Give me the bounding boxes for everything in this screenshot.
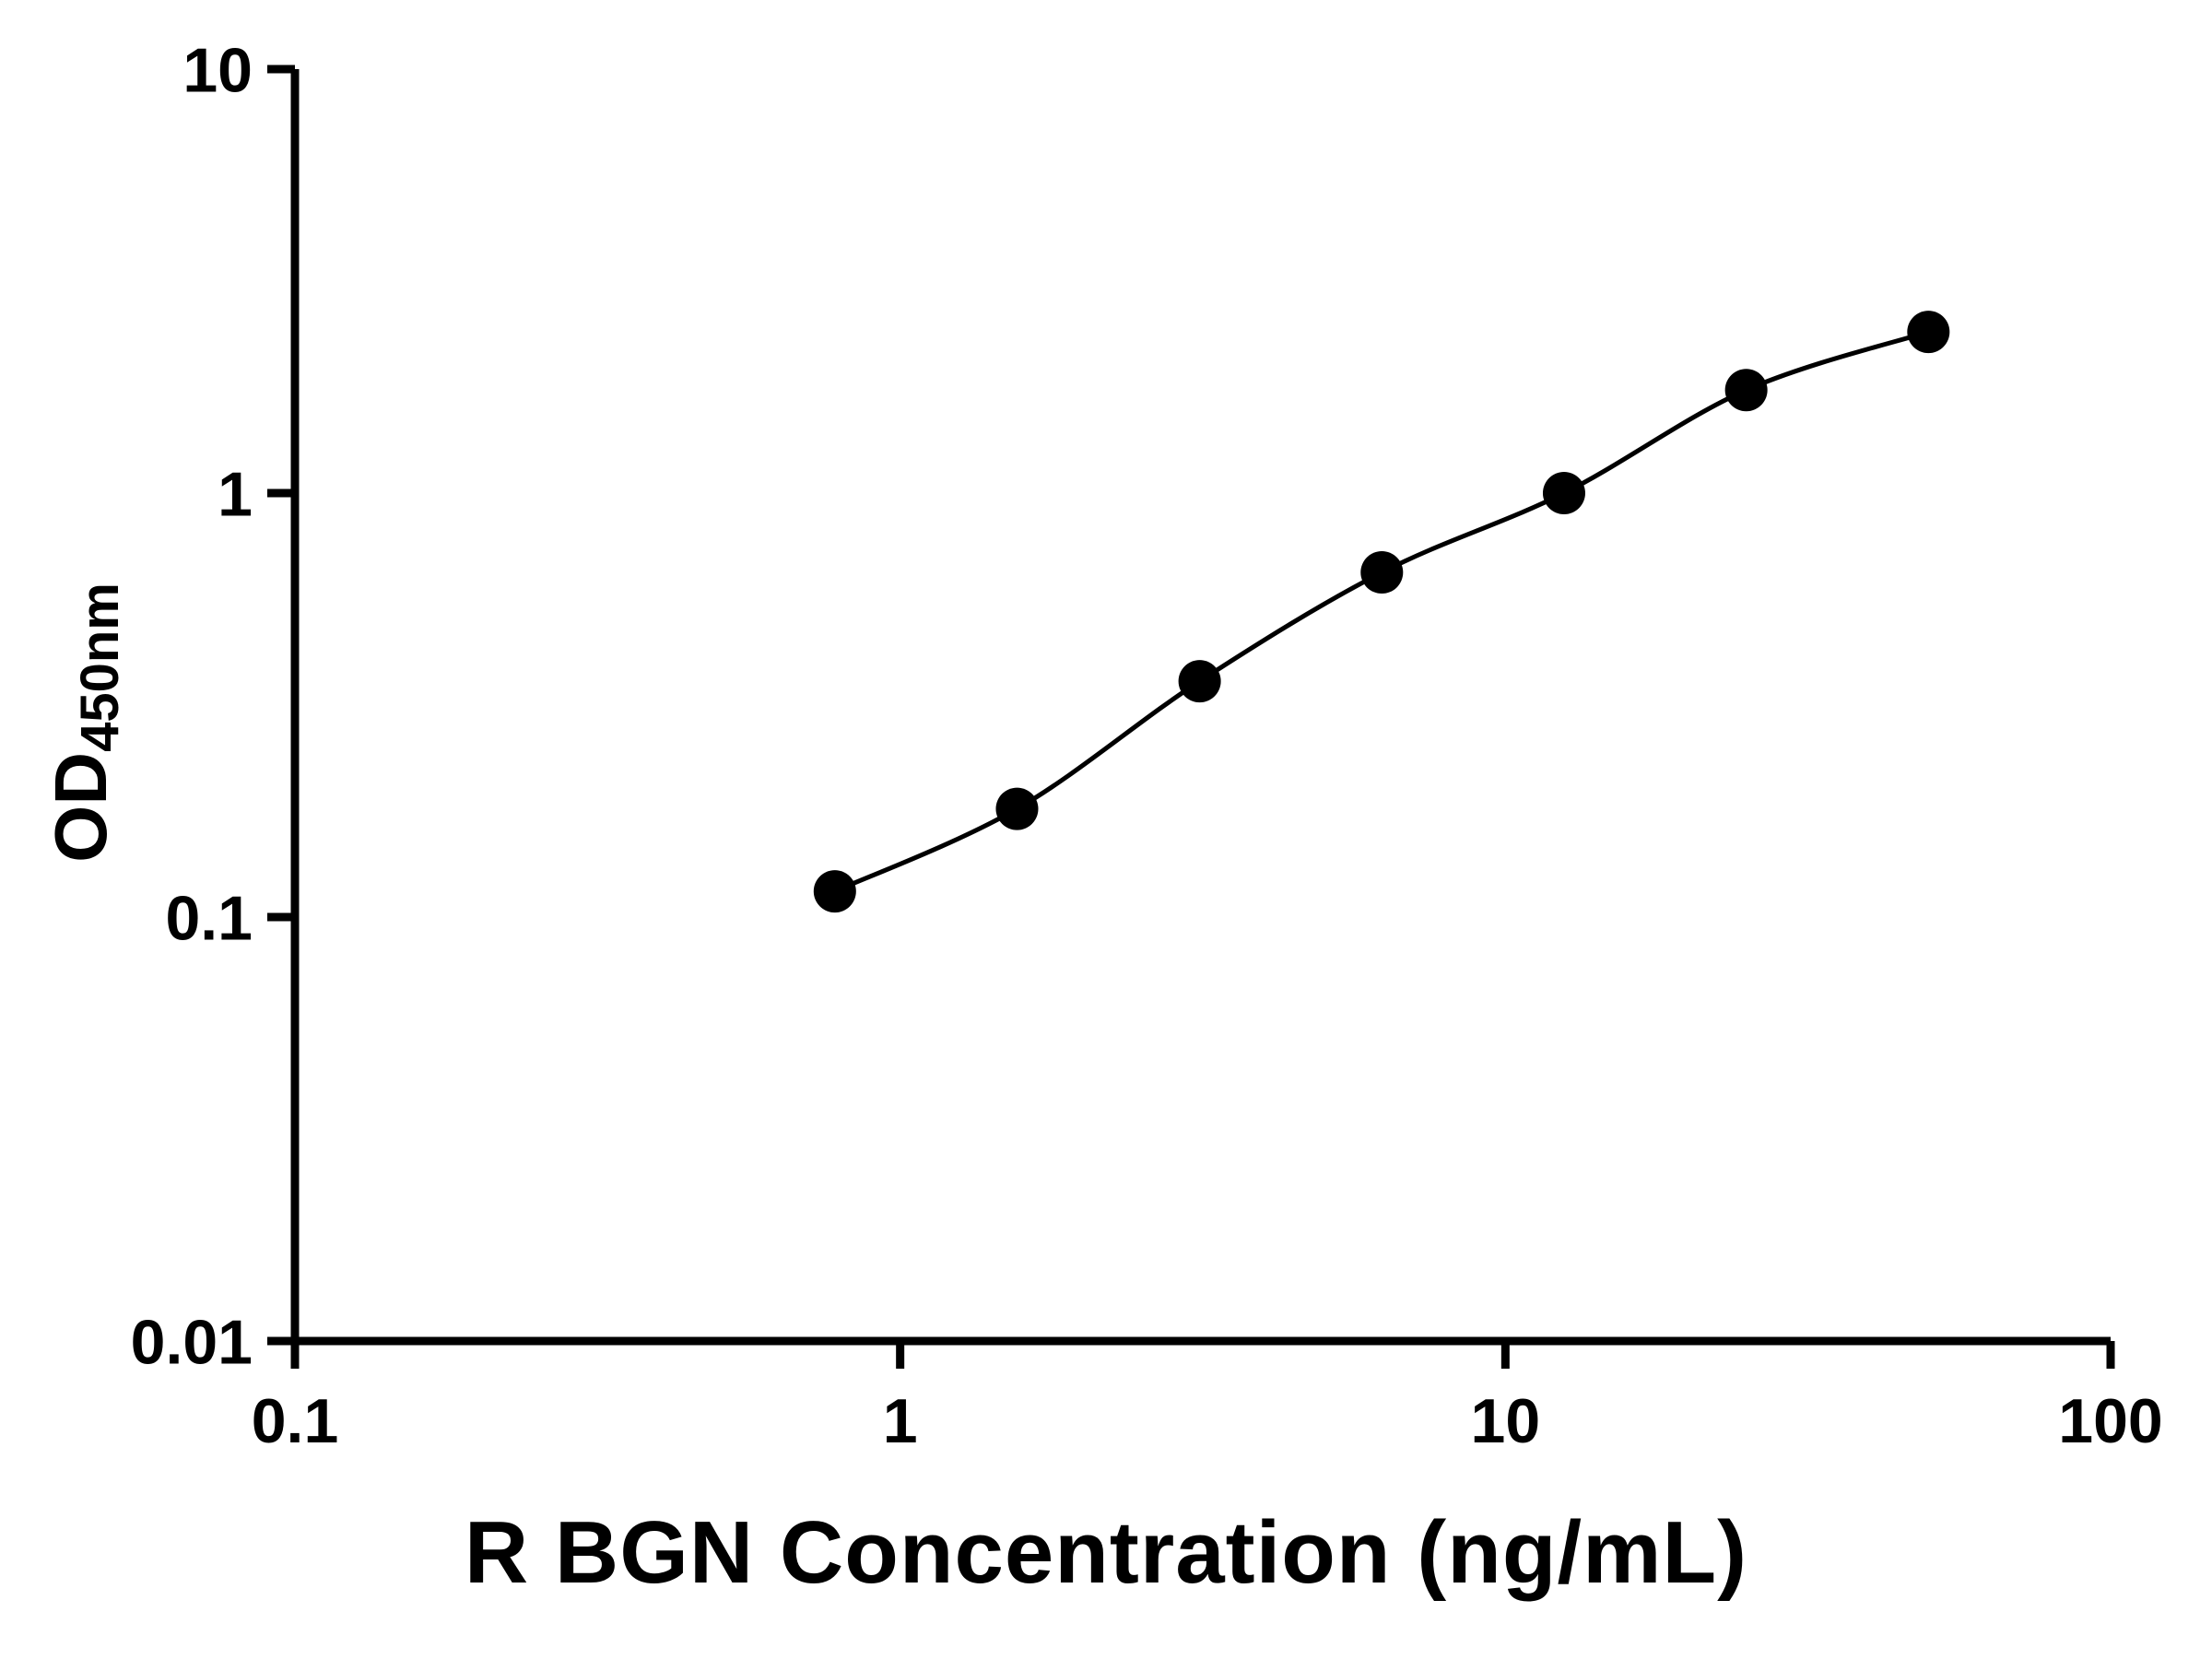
x-tick-label: 0.1 (252, 1386, 339, 1456)
x-tick-label: 10 (1471, 1386, 1541, 1456)
axes-frame (290, 69, 2111, 1346)
y-tick-label: 1 (218, 459, 253, 529)
data-point-marker (1907, 311, 1950, 354)
y-tick-label: 0.1 (165, 883, 253, 953)
data-point-marker (1360, 551, 1404, 594)
y-tick-label: 0.01 (131, 1307, 253, 1377)
y-tick-label: 10 (182, 35, 253, 105)
y-axis-title: OD450nm (39, 582, 130, 863)
y-axis-title-base: OD (40, 751, 122, 863)
data-point-marker (1724, 369, 1768, 412)
data-point-marker (1178, 660, 1221, 703)
data-point-marker (813, 870, 856, 913)
x-tick-label: 100 (2058, 1386, 2162, 1456)
y-axis-title-subscript: 450nm (69, 582, 130, 752)
data-point-marker (1542, 472, 1585, 514)
x-axis-title: R BGN Concentration (ng/mL) (464, 1503, 1748, 1602)
x-tick-label: 1 (883, 1386, 918, 1456)
data-point-marker (995, 787, 1039, 830)
